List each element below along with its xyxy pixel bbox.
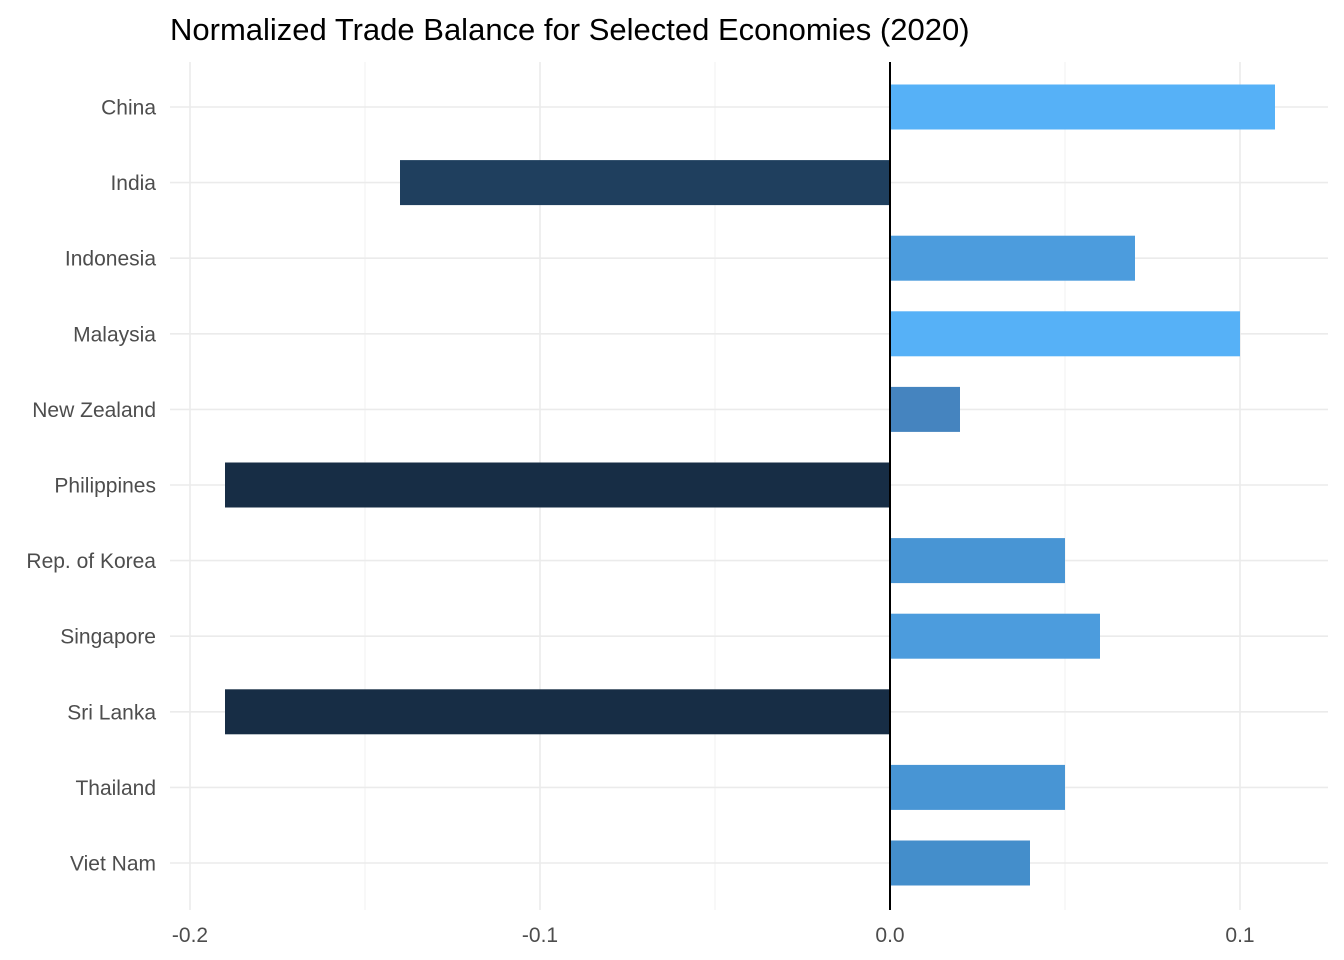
bar-india xyxy=(400,160,890,206)
y-tick-label: Viet Nam xyxy=(70,853,156,876)
y-tick-label: Indonesia xyxy=(65,248,156,271)
x-tick-label: 0.1 xyxy=(1225,924,1254,947)
y-tick-label: Philippines xyxy=(54,475,156,498)
y-tick-label: New Zealand xyxy=(32,399,156,422)
y-tick-label: Singapore xyxy=(60,626,156,649)
bar-philippines xyxy=(225,462,890,508)
bar-malaysia xyxy=(890,311,1240,357)
bars xyxy=(225,84,1275,886)
y-tick-label: Malaysia xyxy=(73,323,156,346)
x-tick-label: -0.1 xyxy=(522,924,558,947)
x-tick-label: -0.2 xyxy=(172,924,208,947)
y-tick-label: Rep. of Korea xyxy=(26,550,156,573)
bar-rep-of-korea xyxy=(890,538,1065,584)
y-tick-label: China xyxy=(101,97,156,120)
y-tick-label: India xyxy=(110,172,156,195)
x-axis-labels: -0.2 -0.1 0.0 0.1 xyxy=(172,924,1255,947)
bar-singapore xyxy=(890,613,1100,659)
bar-indonesia xyxy=(890,235,1135,281)
bar-sri-lanka xyxy=(225,689,890,735)
x-tick-label: 0.0 xyxy=(875,924,904,947)
y-tick-label: Sri Lanka xyxy=(67,701,156,724)
y-axis-labels: China India Indonesia Malaysia New Zealand Ph… xyxy=(26,97,156,876)
bar-thailand xyxy=(890,764,1065,810)
chart-title: Normalized Trade Balance for Selected Ec… xyxy=(170,12,970,47)
bar-china xyxy=(890,84,1275,130)
bar-viet-nam xyxy=(890,840,1030,886)
bar-new-zealand xyxy=(890,386,960,432)
y-tick-label: Thailand xyxy=(75,777,156,800)
